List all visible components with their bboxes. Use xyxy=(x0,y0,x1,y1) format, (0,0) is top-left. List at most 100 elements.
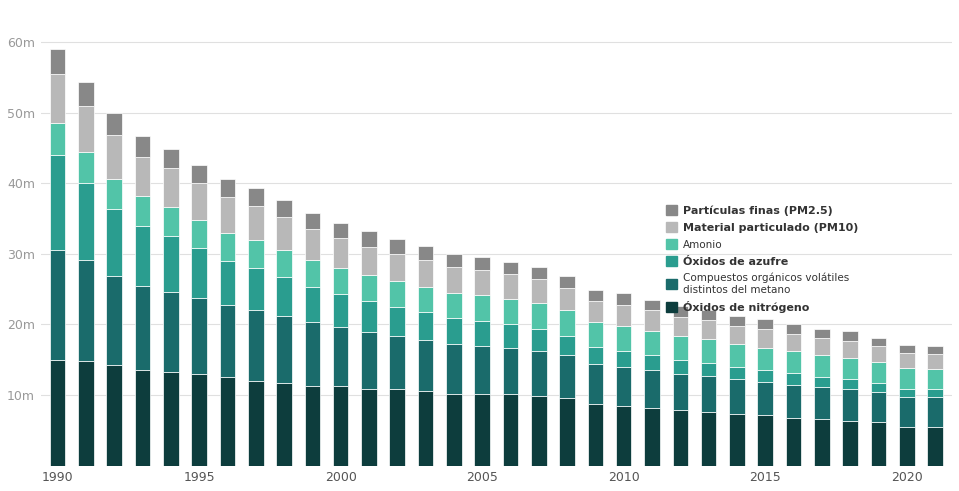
Bar xyxy=(588,404,603,465)
Bar xyxy=(729,316,745,326)
Bar xyxy=(871,346,886,362)
Bar xyxy=(785,351,802,373)
Bar xyxy=(475,296,490,321)
Bar xyxy=(389,281,405,307)
Bar xyxy=(672,410,689,465)
Bar xyxy=(588,290,603,301)
Bar xyxy=(899,397,915,427)
Bar xyxy=(475,257,490,270)
Bar xyxy=(305,287,320,322)
Bar xyxy=(163,168,178,207)
Bar xyxy=(418,391,433,465)
Bar xyxy=(106,365,122,465)
Bar xyxy=(276,200,292,217)
Bar xyxy=(220,304,235,377)
Bar xyxy=(163,149,178,168)
Bar xyxy=(531,329,547,351)
Bar xyxy=(192,248,207,298)
Bar xyxy=(78,82,94,106)
Bar xyxy=(163,292,178,372)
Bar xyxy=(192,183,207,220)
Bar xyxy=(248,188,264,206)
Bar xyxy=(644,310,660,331)
Bar xyxy=(50,155,65,250)
Bar xyxy=(78,183,94,260)
Bar xyxy=(785,333,802,351)
Bar xyxy=(503,348,518,394)
Bar xyxy=(276,316,292,383)
Bar xyxy=(672,317,689,336)
Bar xyxy=(927,346,943,354)
Bar xyxy=(588,301,603,322)
Bar xyxy=(559,288,574,310)
Bar xyxy=(362,275,377,301)
Bar xyxy=(531,351,547,396)
Bar xyxy=(672,306,689,317)
Bar xyxy=(276,383,292,465)
Bar xyxy=(814,419,830,465)
Bar xyxy=(927,389,943,397)
Bar xyxy=(106,113,122,135)
Bar xyxy=(531,396,547,465)
Bar xyxy=(814,377,830,387)
Legend: Partículas finas (PM2.5), Material particulado (PM10), Amonio, Óxidos de azufre,: Partículas finas (PM2.5), Material parti… xyxy=(666,205,858,313)
Bar xyxy=(78,260,94,361)
Bar xyxy=(475,270,490,296)
Bar xyxy=(389,254,405,281)
Bar xyxy=(814,355,830,377)
Bar xyxy=(362,301,377,332)
Bar xyxy=(446,293,461,318)
Bar xyxy=(333,238,348,268)
Bar xyxy=(276,217,292,249)
Bar xyxy=(871,392,886,422)
Bar xyxy=(475,321,490,346)
Bar xyxy=(899,427,915,465)
Bar xyxy=(503,274,518,299)
Bar xyxy=(248,310,264,381)
Bar xyxy=(418,246,433,260)
Bar xyxy=(305,260,320,287)
Bar xyxy=(701,339,716,362)
Bar xyxy=(248,268,264,310)
Bar xyxy=(899,368,915,388)
Bar xyxy=(305,322,320,386)
Bar xyxy=(220,261,235,304)
Bar xyxy=(588,322,603,347)
Bar xyxy=(758,382,773,415)
Bar xyxy=(362,247,377,275)
Bar xyxy=(559,355,574,398)
Bar xyxy=(785,385,802,417)
Bar xyxy=(192,374,207,465)
Bar xyxy=(644,300,660,310)
Bar xyxy=(78,152,94,183)
Bar xyxy=(333,294,348,327)
Bar xyxy=(305,213,320,229)
Bar xyxy=(616,326,631,351)
Bar xyxy=(729,344,745,367)
Bar xyxy=(418,340,433,391)
Bar xyxy=(106,276,122,365)
Bar xyxy=(559,310,574,336)
Bar xyxy=(248,206,264,240)
Bar xyxy=(814,387,830,419)
Bar xyxy=(333,386,348,465)
Bar xyxy=(842,357,858,380)
Bar xyxy=(446,394,461,465)
Bar xyxy=(389,307,405,336)
Bar xyxy=(475,346,490,394)
Bar xyxy=(842,341,858,357)
Bar xyxy=(729,380,745,414)
Bar xyxy=(333,268,348,294)
Bar xyxy=(644,408,660,465)
Bar xyxy=(163,207,178,236)
Bar xyxy=(333,223,348,238)
Bar xyxy=(276,249,292,277)
Bar xyxy=(616,293,631,304)
Bar xyxy=(503,299,518,325)
Bar xyxy=(389,239,405,254)
Bar xyxy=(106,135,122,179)
Bar xyxy=(701,362,716,376)
Bar xyxy=(192,298,207,374)
Bar xyxy=(871,362,886,383)
Bar xyxy=(305,386,320,465)
